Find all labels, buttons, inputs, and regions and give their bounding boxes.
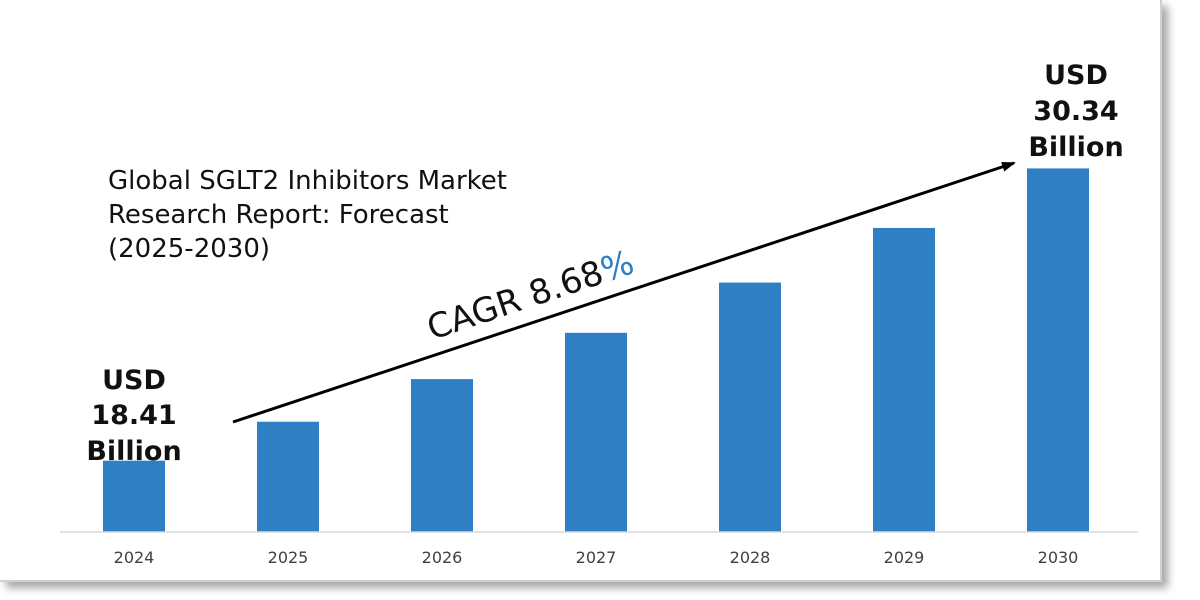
start-value-label-line-2: 18.41 bbox=[91, 400, 176, 431]
bar-2030 bbox=[1027, 168, 1089, 533]
end-value-label-line-2: 30.34 bbox=[1033, 96, 1118, 127]
x-tick-2027: 2027 bbox=[576, 548, 617, 567]
x-tick-2024: 2024 bbox=[114, 548, 155, 567]
bar-chart: Global SGLT2 Inhibitors Market Research … bbox=[60, 60, 1138, 567]
cagr-label: CAGR 8.68% bbox=[422, 243, 639, 349]
chart-title-line-2: Research Report: Forecast bbox=[108, 200, 449, 230]
bar-2026 bbox=[411, 379, 473, 532]
chart-frame: Global SGLT2 Inhibitors Market Research … bbox=[0, 0, 1162, 582]
start-value-label-line-3: Billion bbox=[86, 436, 181, 467]
x-tick-2028: 2028 bbox=[730, 548, 771, 567]
end-value-label-line-1: USD bbox=[1044, 60, 1108, 91]
bar-2027 bbox=[565, 332, 627, 532]
bar-2025 bbox=[257, 421, 319, 532]
bar-2024 bbox=[103, 460, 165, 532]
x-tick-2026: 2026 bbox=[422, 548, 463, 567]
x-tick-2030: 2030 bbox=[1038, 548, 1079, 567]
cagr-number: 8.68 bbox=[524, 253, 608, 315]
chart-title-line-3: (2025-2030) bbox=[108, 234, 270, 264]
chart-title-line-1: Global SGLT2 Inhibitors Market bbox=[108, 166, 507, 196]
cagr-prefix: CAGR bbox=[422, 277, 536, 349]
growth-arrow bbox=[232, 161, 1016, 424]
end-value-label-line-3: Billion bbox=[1028, 132, 1123, 163]
bar-2029 bbox=[873, 227, 935, 532]
start-value-label-line-1: USD bbox=[102, 365, 166, 396]
x-tick-labels: 2024 2025 2026 2027 2028 2029 2030 bbox=[114, 548, 1079, 567]
bars-group bbox=[103, 168, 1089, 533]
bar-2028 bbox=[719, 282, 781, 532]
x-tick-2029: 2029 bbox=[884, 548, 925, 567]
x-tick-2025: 2025 bbox=[268, 548, 309, 567]
